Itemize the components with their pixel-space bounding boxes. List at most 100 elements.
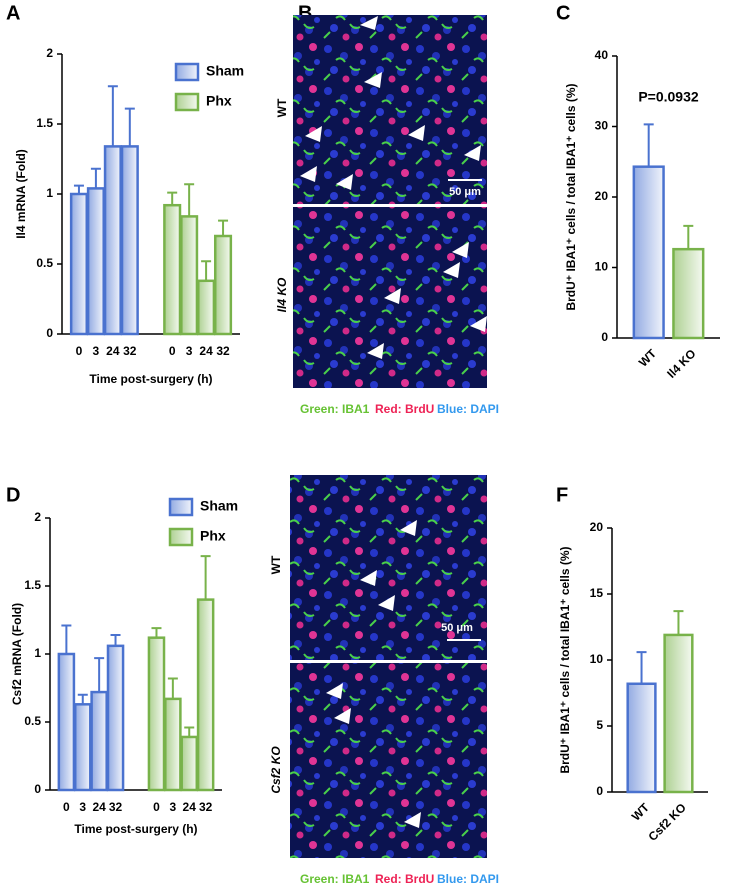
x-tick-label: 0 bbox=[153, 800, 160, 814]
y-tick-label: 0 bbox=[34, 782, 41, 796]
bar bbox=[163, 203, 182, 336]
y-tick-label: 30 bbox=[595, 119, 609, 133]
y-axis-label: Il4 mRNA (Fold) bbox=[14, 149, 28, 239]
bar bbox=[90, 690, 108, 792]
x-tick-label: 32 bbox=[123, 344, 137, 358]
y-tick-label: 0 bbox=[601, 330, 608, 344]
x-tick-label: 3 bbox=[79, 800, 86, 814]
arrowheads bbox=[326, 520, 421, 828]
bar bbox=[632, 165, 665, 340]
x-axis-label: Time post-surgery (h) bbox=[74, 822, 197, 836]
error-bar bbox=[184, 183, 195, 217]
legend-swatch bbox=[174, 62, 200, 82]
x-tick-label: 3 bbox=[93, 344, 100, 358]
bar bbox=[120, 145, 139, 336]
legend-label: Phx bbox=[206, 93, 232, 109]
legend-label: Sham bbox=[200, 498, 238, 514]
x-tick-label: 24 bbox=[183, 800, 197, 814]
x-tick-label: WT bbox=[636, 346, 660, 370]
bar bbox=[106, 644, 125, 792]
y-axis-label: BrdU⁺ IBA1⁺ cells / total IBA1⁺ cells (%… bbox=[564, 83, 578, 310]
error-bar bbox=[167, 677, 178, 699]
legend-swatch bbox=[174, 92, 200, 112]
error-bar bbox=[167, 191, 178, 206]
x-tick-label: 24 bbox=[92, 800, 106, 814]
y-tick-label: 1 bbox=[46, 186, 53, 200]
error-bar bbox=[107, 85, 118, 147]
scale-label: 50 μm bbox=[449, 186, 481, 198]
y-tick-label: 10 bbox=[590, 652, 604, 666]
panel-label: C bbox=[556, 2, 570, 24]
x-tick-label: 32 bbox=[109, 800, 123, 814]
x-tick-label: 0 bbox=[169, 344, 176, 358]
scale-label: 50 μm bbox=[441, 622, 473, 634]
stain-label: Red: BrdU bbox=[375, 872, 434, 886]
stain-label: Green: IBA1 bbox=[300, 872, 370, 886]
y-tick-label: 1.5 bbox=[36, 116, 53, 130]
y-tick-label: 40 bbox=[595, 48, 609, 62]
x-tick-label: Il4 KO bbox=[664, 346, 698, 380]
stain-label: Blue: DAPI bbox=[437, 872, 499, 886]
error-bar bbox=[90, 167, 101, 189]
error-bar bbox=[201, 260, 212, 281]
error-bar bbox=[61, 624, 72, 654]
y-axis-label: Csf2 mRNA (Fold) bbox=[10, 603, 24, 705]
y-tick-label: 0.5 bbox=[36, 256, 53, 270]
error-bar bbox=[643, 123, 654, 167]
stain-label: Blue: DAPI bbox=[437, 402, 499, 416]
stain-label: Red: BrdU bbox=[375, 402, 434, 416]
y-tick-label: 20 bbox=[595, 189, 609, 203]
y-tick-label: 20 bbox=[590, 520, 604, 534]
legend-label: Phx bbox=[200, 528, 226, 544]
y-tick-label: 0 bbox=[46, 326, 53, 340]
error-bar bbox=[218, 219, 229, 236]
y-tick-label: 15 bbox=[590, 586, 604, 600]
row-label: Il4 KO bbox=[275, 277, 289, 312]
x-tick-label: 0 bbox=[63, 800, 70, 814]
panel-label: F bbox=[556, 484, 568, 506]
y-tick-label: 10 bbox=[595, 260, 609, 274]
error-bar bbox=[200, 555, 211, 600]
bar bbox=[164, 697, 182, 792]
arrowheads bbox=[300, 16, 487, 359]
micrograph bbox=[293, 15, 487, 204]
x-axis-label: Time post-surgery (h) bbox=[89, 372, 212, 386]
error-bar bbox=[110, 633, 121, 646]
bar bbox=[672, 247, 705, 340]
x-tick-label: 24 bbox=[106, 344, 120, 358]
bar bbox=[663, 633, 694, 794]
y-tick-label: 0 bbox=[596, 784, 603, 798]
y-tick-label: 2 bbox=[34, 510, 41, 524]
error-bar bbox=[636, 651, 647, 684]
bar bbox=[626, 682, 657, 794]
micrograph bbox=[290, 663, 487, 858]
error-bar bbox=[73, 184, 84, 194]
error-bar bbox=[184, 726, 195, 737]
error-bar bbox=[124, 107, 135, 147]
bar bbox=[103, 145, 122, 336]
error-bar bbox=[673, 610, 684, 635]
bar bbox=[73, 703, 92, 792]
y-tick-label: 5 bbox=[596, 718, 603, 732]
error-bar bbox=[94, 657, 105, 693]
bar bbox=[180, 215, 199, 336]
bar bbox=[213, 234, 233, 336]
bar bbox=[69, 192, 89, 336]
panel-label: A bbox=[6, 2, 20, 24]
x-tick-label: 3 bbox=[186, 344, 193, 358]
stain-label: Green: IBA1 bbox=[300, 402, 370, 416]
legend-swatch bbox=[168, 527, 194, 547]
error-bar bbox=[683, 224, 694, 250]
x-tick-label: 24 bbox=[199, 344, 213, 358]
bar bbox=[180, 735, 199, 792]
annotation: P=0.0932 bbox=[638, 89, 699, 105]
error-bar bbox=[77, 693, 88, 705]
y-tick-label: 0.5 bbox=[24, 714, 41, 728]
row-label: WT bbox=[275, 98, 289, 117]
bar bbox=[196, 598, 215, 792]
x-tick-label: 0 bbox=[76, 344, 83, 358]
bar bbox=[57, 652, 76, 792]
row-label: WT bbox=[269, 555, 283, 574]
y-tick-label: 1.5 bbox=[24, 578, 41, 592]
